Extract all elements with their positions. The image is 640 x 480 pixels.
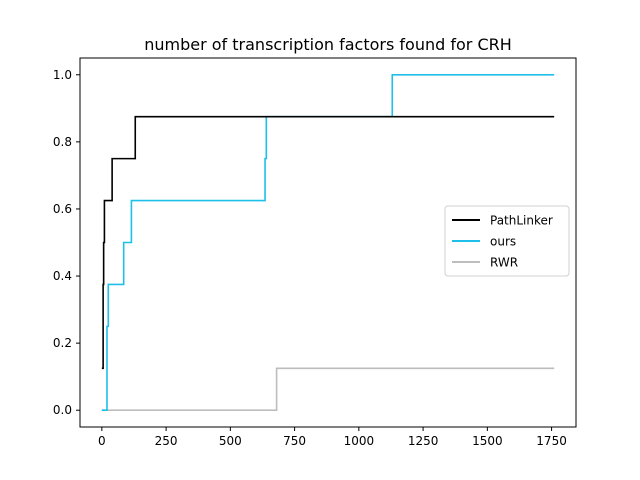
x-tick-label: 500 [219, 434, 242, 448]
y-tick-label: 0.8 [53, 135, 72, 149]
legend-entries: PathLinker ours RWR [452, 214, 553, 270]
x-tick-label: 750 [283, 434, 306, 448]
plot-frame [79, 57, 577, 428]
y-axis: 0.0 0.2 0.4 0.6 0.8 1.0 [53, 68, 80, 417]
x-tick-label: 0 [98, 434, 106, 448]
x-axis: 0 250 500 750 1000 1250 1500 1750 [98, 427, 567, 448]
x-tick-label: 250 [155, 434, 178, 448]
y-tick-label: 0.6 [53, 202, 72, 216]
series-layer [101, 73, 555, 412]
x-tick-label: 1500 [472, 434, 503, 448]
chart-title: number of transcription factors found fo… [144, 35, 512, 54]
y-tick-label: 0.4 [53, 269, 72, 283]
series-line-rwr [101, 367, 555, 412]
y-tick-label: 0.0 [53, 403, 72, 417]
x-tick-label: 1250 [408, 434, 439, 448]
legend-box [444, 205, 570, 277]
y-tick-label: 1.0 [53, 68, 72, 82]
legend-label-pathlinker: PathLinker [490, 214, 553, 228]
x-tick-label: 1000 [344, 434, 375, 448]
x-tick-label: 1750 [536, 434, 567, 448]
y-tick-label: 0.2 [53, 336, 72, 350]
legend-label-ours: ours [490, 235, 516, 249]
series-line-pathlinker [101, 115, 555, 370]
legend: PathLinker ours RWR [444, 205, 570, 277]
legend-label-rwr: RWR [490, 256, 518, 270]
